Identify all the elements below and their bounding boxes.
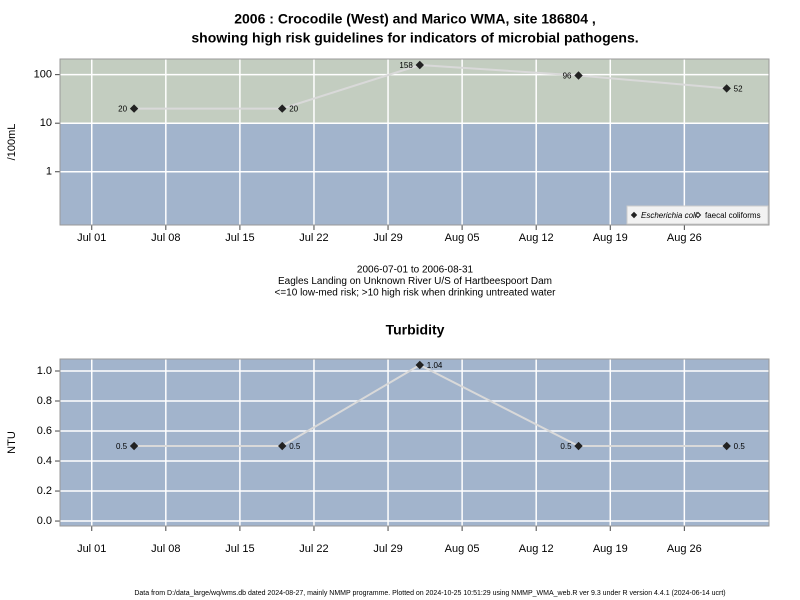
y-tick-label: 100	[34, 69, 52, 81]
data-label: 1.04	[427, 361, 443, 370]
data-point	[415, 360, 424, 370]
chart-title: 2006 : Crocodile (West) and Marico WMA, …	[234, 11, 596, 27]
y-tick-label: 1	[46, 166, 52, 178]
data-point	[574, 441, 583, 451]
y-axis-label: /100mL	[6, 124, 18, 161]
y-axis-label: NTU	[6, 431, 18, 454]
y-tick-label: 0.2	[37, 485, 52, 497]
x-tick-label: Aug 12	[519, 543, 554, 555]
data-point	[574, 71, 583, 80]
data-label: 96	[563, 72, 572, 81]
y-tick-label: 0.6	[37, 425, 52, 437]
plot-frame	[59, 58, 770, 226]
data-label: 20	[289, 105, 298, 114]
data-point	[278, 441, 287, 451]
x-tick-label: Jul 15	[225, 543, 254, 555]
data-label: 0.5	[560, 442, 572, 451]
x-tick-label: Jul 22	[299, 232, 328, 244]
data-point	[722, 441, 731, 451]
y-tick-label: 10	[40, 117, 52, 129]
data-label: 0.5	[734, 442, 746, 451]
data-label: 52	[734, 85, 743, 94]
x-tick-label: Aug 05	[445, 232, 480, 244]
legend-label: Escherichia coli	[641, 211, 697, 220]
data-point	[722, 84, 731, 93]
plot-frame	[59, 358, 770, 527]
caption: <=10 low-med risk; >10 high risk when dr…	[275, 288, 557, 299]
caption: 2006-07-01 to 2006-08-31	[357, 265, 474, 276]
y-tick-label: 0.0	[37, 515, 52, 527]
chart-title: Turbidity	[386, 322, 445, 338]
data-point	[129, 104, 139, 113]
data-label: 0.5	[289, 442, 301, 451]
legend-marker	[630, 211, 638, 219]
plot-background	[60, 359, 769, 526]
x-tick-label: Aug 05	[445, 543, 480, 555]
high-risk-band	[60, 59, 769, 124]
legend-label: faecal coliforms	[705, 211, 761, 220]
x-tick-label: Jul 22	[299, 543, 328, 555]
legend: Escherichia coli faecal coliforms	[626, 205, 769, 225]
caption: Eagles Landing on Unknown River U/S of H…	[278, 276, 552, 287]
x-tick-label: Jul 29	[373, 543, 402, 555]
x-tick-label: Aug 19	[593, 232, 628, 244]
data-label: 20	[118, 105, 127, 114]
y-tick-label: 0.8	[37, 395, 52, 407]
x-tick-label: Jul 08	[151, 232, 180, 244]
x-tick-label: Jul 01	[77, 232, 106, 244]
y-tick-label: 0.4	[37, 455, 52, 467]
x-tick-label: Aug 12	[519, 232, 554, 244]
data-point	[278, 104, 287, 113]
x-tick-label: Aug 26	[667, 543, 702, 555]
footer: Data from D:/data_large/wq/wms.db dated …	[134, 590, 725, 597]
x-tick-label: Jul 29	[373, 232, 402, 244]
data-point	[129, 441, 139, 451]
legend-box	[626, 205, 769, 225]
y-tick-label: 1.0	[37, 365, 52, 377]
data-label: 158	[399, 61, 413, 70]
data-point	[415, 60, 424, 70]
x-tick-label: Jul 15	[225, 232, 254, 244]
chart-title: showing high risk guidelines for indicat…	[191, 30, 638, 46]
x-tick-label: Jul 08	[151, 543, 180, 555]
x-tick-label: Aug 19	[593, 543, 628, 555]
data-label: 0.5	[116, 442, 128, 451]
legend-marker	[694, 211, 702, 219]
x-tick-label: Aug 26	[667, 232, 702, 244]
x-tick-label: Jul 01	[77, 543, 106, 555]
